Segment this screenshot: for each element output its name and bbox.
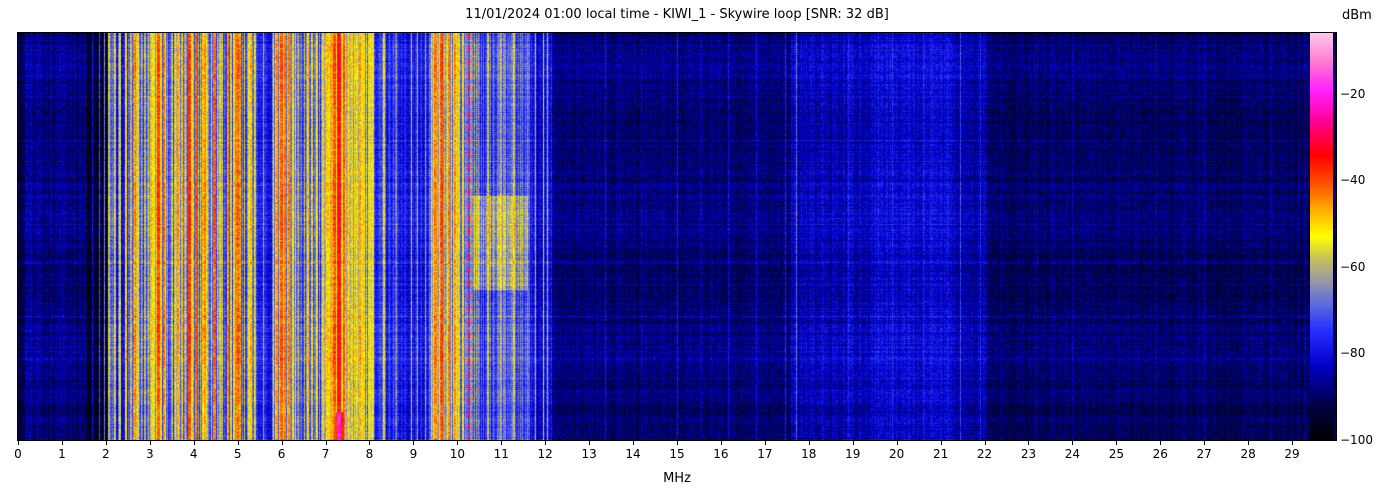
x-tick-mark <box>677 441 678 445</box>
x-tick-label: 2 <box>102 447 110 461</box>
x-tick-label: 8 <box>365 447 374 461</box>
colorbar-tick-label: −20 <box>1340 86 1366 101</box>
chart-title: 11/01/2024 01:00 local time - KIWI_1 - S… <box>465 7 889 22</box>
colorbar-tick-label: −80 <box>1340 346 1366 361</box>
x-tick-label: 29 <box>1284 447 1300 461</box>
x-tick-label: 26 <box>1152 447 1168 461</box>
x-tick-mark <box>369 441 371 445</box>
x-tick-label: 23 <box>1020 447 1037 461</box>
x-tick-label: 13 <box>581 447 597 461</box>
x-tick-label: 27 <box>1196 447 1212 461</box>
x-tick-label: 24 <box>1064 447 1081 461</box>
x-tick-mark <box>984 441 986 445</box>
x-tick-label: 22 <box>976 447 993 461</box>
x-tick-label: 14 <box>625 447 641 461</box>
x-tick-label: 20 <box>889 447 905 461</box>
colorbar-tick-label: −40 <box>1340 173 1366 188</box>
x-tick-mark <box>105 441 107 445</box>
x-tick-label: 11 <box>493 447 509 461</box>
x-tick-mark <box>281 441 283 445</box>
x-tick-mark <box>413 441 415 445</box>
x-tick-mark <box>545 441 547 445</box>
x-tick-label: 15 <box>669 447 685 461</box>
x-tick-mark <box>149 441 151 445</box>
x-tick-label: 0 <box>14 447 22 461</box>
x-tick-label: 7 <box>321 447 330 461</box>
colorbar-tick-mark <box>1333 353 1337 355</box>
x-tick-mark <box>1292 441 1294 445</box>
x-tick-mark <box>237 441 239 445</box>
colorbar-tick-mark <box>1333 93 1337 95</box>
x-tick-mark <box>457 441 459 445</box>
x-axis-label: MHz <box>663 471 691 486</box>
x-tick-label: 28 <box>1240 447 1256 461</box>
x-tick-mark <box>1116 441 1118 445</box>
x-tick-mark <box>808 441 810 445</box>
x-tick-label: 3 <box>145 447 154 461</box>
colorbar-unit-label: dBm <box>1342 8 1372 23</box>
x-tick-label: 6 <box>277 447 286 461</box>
x-tick-label: 5 <box>233 447 242 461</box>
x-tick-mark <box>325 441 327 445</box>
x-tick-label: 17 <box>757 447 773 461</box>
x-tick-label: 19 <box>845 447 861 461</box>
x-tick-mark <box>1072 441 1074 445</box>
x-tick-mark <box>764 441 766 445</box>
x-tick-label: 16 <box>713 447 729 461</box>
x-tick-mark <box>61 441 63 445</box>
x-tick-label: 4 <box>189 447 198 461</box>
x-tick-mark <box>193 441 195 445</box>
colorbar-gradient <box>1309 32 1334 441</box>
x-tick-mark <box>720 441 722 445</box>
x-tick-mark <box>896 441 898 445</box>
x-tick-mark <box>589 441 591 445</box>
x-tick-label: 10 <box>449 447 465 461</box>
x-tick-label: 1 <box>58 447 66 461</box>
colorbar-tick-mark <box>1333 266 1337 268</box>
colorbar-tick-mark <box>1333 180 1337 182</box>
colorbar-tick-mark <box>1333 440 1337 441</box>
x-tick-label: 21 <box>932 447 949 461</box>
x-tick-mark <box>1028 441 1030 445</box>
x-tick-mark <box>633 441 635 445</box>
x-tick-label: 25 <box>1108 447 1124 461</box>
x-tick-mark <box>940 441 942 445</box>
x-tick-mark <box>18 441 19 445</box>
x-tick-mark <box>1248 441 1250 445</box>
x-tick-label: 18 <box>801 447 817 461</box>
colorbar-tick-label: −60 <box>1340 259 1366 274</box>
x-tick-label: 9 <box>409 447 418 461</box>
spectrogram-heatmap <box>17 32 1337 441</box>
x-tick-mark <box>1160 441 1162 445</box>
x-tick-mark <box>501 441 503 445</box>
colorbar-tick-label: −100 <box>1340 433 1373 447</box>
x-tick-mark <box>1204 441 1206 445</box>
x-tick-mark <box>852 441 854 445</box>
x-tick-label: 12 <box>537 447 553 461</box>
